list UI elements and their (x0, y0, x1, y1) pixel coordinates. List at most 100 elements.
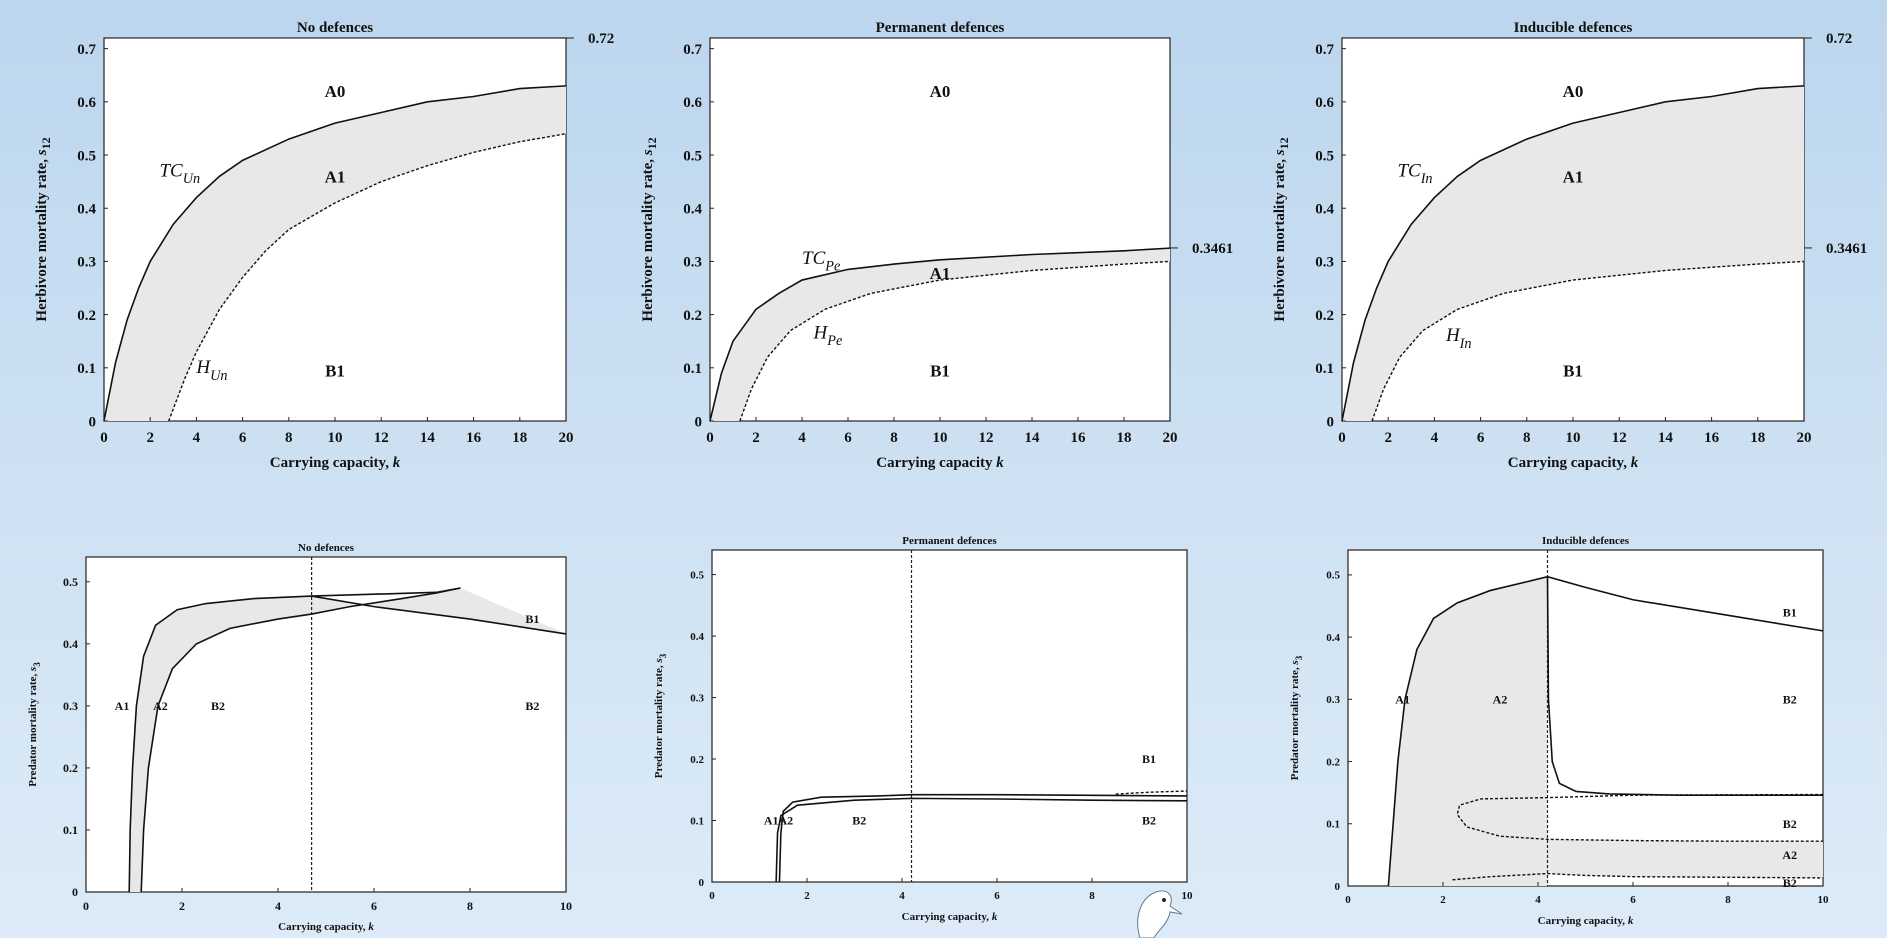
region-label: A0 (325, 82, 346, 101)
chart-title: Inducible defences (1542, 535, 1630, 547)
x-tick-label: 2 (1384, 430, 1392, 446)
region-label: A1 (1563, 167, 1584, 186)
side-label: 0.3461 (1826, 241, 1867, 257)
region-fill (710, 248, 1170, 421)
y-tick-label: 0.3 (1326, 694, 1340, 706)
x-tick-label: 0 (83, 899, 89, 913)
x-tick-label: 20 (1163, 430, 1178, 446)
series-line (1456, 793, 1824, 842)
x-tick-label: 2 (146, 430, 154, 446)
y-tick-label: 0.1 (1326, 819, 1340, 831)
x-tick-label: 18 (512, 430, 527, 446)
curve-label: TCIn (1397, 160, 1432, 187)
region-fill (104, 85, 566, 421)
curve-label: TCUn (159, 160, 200, 187)
side-label: 0.72 (588, 31, 614, 47)
region-label: B1 (930, 361, 950, 380)
x-tick-label: 14 (420, 430, 436, 446)
chart-title: No defences (298, 542, 355, 554)
y-tick-label: 0 (1335, 881, 1341, 893)
y-tick-label: 0.1 (690, 815, 704, 827)
region-fill (129, 588, 566, 892)
x-axis-label: Carrying capacity, k (1538, 915, 1634, 927)
chart-top-permanent-defences: 0 2 4 6 8 10 12 14 16 18 20 0 0.1 0.2 0.3 0.4 0.5 0.6 0.7 P… (640, 20, 1233, 471)
chart-bottom-no-defences: 0 2 4 6 8 10 0 0.1 0.2 0.3 0.4 0.5 No defences Carryi… (27, 542, 572, 933)
y-tick-label: 0.1 (77, 361, 96, 377)
y-tick-label: 0.5 (1326, 570, 1340, 582)
curve-label: HUn (195, 357, 227, 384)
chart-top-no-defences: 0 2 4 6 8 10 12 14 16 18 20 0 0.1 0.2 0.3 0.4 0.5 0.6 0.7 N… (34, 20, 614, 471)
region-label: A1 (1395, 693, 1410, 707)
region-label: B2 (525, 699, 539, 713)
y-tick-label: 0.4 (1315, 201, 1334, 217)
y-tick-label: 0.3 (683, 255, 702, 271)
x-tick-label: 18 (1750, 430, 1765, 446)
region-label: B1 (1563, 361, 1583, 380)
y-tick-label: 0 (89, 414, 97, 430)
x-tick-label: 0 (1345, 894, 1351, 906)
series-line (168, 133, 567, 422)
chart-bottom-permanent-defences: 0 2 4 6 8 10 0 0.1 0.2 0.3 0.4 0.5 Permanent defence… (653, 535, 1193, 923)
x-tick-label: 16 (1704, 430, 1720, 446)
y-tick-label: 0.3 (77, 255, 96, 271)
y-tick-label: 0 (1327, 414, 1335, 430)
series-line (103, 85, 567, 422)
y-tick-label: 0.6 (77, 95, 96, 111)
series-line (739, 260, 1171, 422)
x-tick-label: 8 (467, 899, 473, 913)
region-label: A0 (930, 82, 951, 101)
x-tick-label: 2 (179, 899, 185, 913)
x-tick-label: 16 (466, 430, 482, 446)
x-tick-label: 16 (1071, 430, 1087, 446)
region-label: A2 (1493, 693, 1508, 707)
x-tick-label: 20 (559, 430, 574, 446)
plot-area (711, 549, 1188, 883)
y-tick-label: 0.2 (1326, 756, 1340, 768)
chart-title: Permanent defences (902, 535, 997, 547)
x-tick-label: 2 (804, 890, 810, 902)
region-label: B2 (1783, 817, 1797, 831)
y-tick-label: 0.5 (77, 148, 96, 164)
x-tick-label: 12 (374, 430, 389, 446)
y-tick-label: 0.5 (63, 575, 78, 589)
chart-bottom-inducible-defences: 0 2 4 6 8 10 0 0.1 0.2 0.3 0.4 0.5 Inducible defence… (1289, 535, 1829, 927)
x-tick-label: 4 (798, 430, 806, 446)
bird-watermark-icon (1137, 890, 1183, 938)
y-tick-label: 0.5 (683, 148, 702, 164)
y-tick-label: 0.3 (1315, 255, 1334, 271)
x-tick-label: 4 (899, 890, 905, 902)
y-tick-label: 0.2 (690, 754, 704, 766)
x-tick-label: 10 (1566, 430, 1581, 446)
x-tick-label: 2 (1440, 894, 1446, 906)
y-tick-label: 0.4 (690, 631, 704, 643)
region-label: A1 (325, 167, 346, 186)
region-label: A2 (153, 699, 168, 713)
series-line (1371, 260, 1805, 422)
side-label: 0.72 (1826, 31, 1852, 47)
x-tick-label: 10 (560, 899, 572, 913)
y-tick-label: 0.7 (1315, 42, 1334, 58)
y-tick-label: 0.4 (77, 201, 96, 217)
chart-top-inducible-defences: 0 2 4 6 8 10 12 14 16 18 20 0 0.1 0.2 0.3 0.4 0.5 0.6 0.7 I… (1272, 20, 1867, 471)
series-line (778, 793, 1188, 883)
region-label: B1 (525, 612, 539, 626)
series-line (1115, 790, 1188, 795)
x-tick-label: 6 (994, 890, 1000, 902)
y-tick-label: 0.4 (1326, 632, 1340, 644)
y-tick-label: 0.6 (683, 95, 702, 111)
y-tick-label: 0.7 (683, 42, 702, 58)
x-tick-label: 14 (1025, 430, 1041, 446)
x-tick-label: 4 (1431, 430, 1439, 446)
y-tick-label: 0.1 (1315, 361, 1334, 377)
x-tick-label: 0 (709, 890, 715, 902)
x-axis-label: Carrying capacity k (876, 455, 1004, 471)
series-line (1452, 872, 1824, 881)
y-tick-label: 0 (699, 877, 705, 889)
region-label: B2 (211, 699, 225, 713)
series-line (1387, 575, 1824, 887)
x-tick-label: 6 (1630, 894, 1636, 906)
series-line (709, 247, 1171, 422)
chart-title: Inducible defences (1514, 20, 1633, 36)
x-tick-label: 0 (706, 430, 714, 446)
